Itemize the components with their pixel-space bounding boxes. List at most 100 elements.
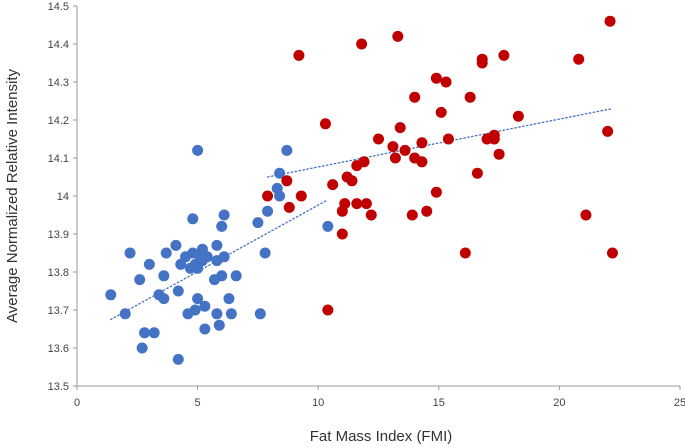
data-point-red	[406, 209, 418, 221]
data-point-red	[602, 125, 614, 137]
data-point-red	[293, 49, 305, 61]
y-axis-title: Average Normalized Relative Intensity	[4, 68, 21, 323]
data-point-blue	[136, 342, 148, 354]
data-point-blue	[254, 308, 266, 320]
data-point-blue	[213, 319, 225, 331]
data-point-blue	[274, 167, 286, 179]
data-point-red	[356, 38, 368, 50]
data-point-blue	[170, 239, 182, 251]
data-point-red	[493, 148, 505, 160]
data-point-blue	[134, 274, 146, 286]
data-point-blue	[192, 293, 204, 305]
data-point-red	[498, 49, 510, 61]
data-point-red	[471, 167, 483, 179]
data-point-blue	[322, 220, 334, 232]
data-point-blue	[223, 293, 235, 305]
data-point-blue	[189, 304, 201, 316]
trendlines	[110, 107, 614, 321]
data-point-red	[387, 141, 399, 153]
data-point-blue	[230, 270, 242, 282]
data-point-red	[399, 144, 411, 156]
data-point-red	[430, 72, 442, 84]
data-point-red	[392, 30, 404, 42]
data-point-red	[373, 133, 384, 145]
data-point-red	[281, 175, 293, 187]
data-point-red	[336, 228, 348, 240]
y-tick-label: 13.9	[48, 229, 69, 241]
data-point-blue	[211, 308, 223, 320]
data-point-blue	[160, 247, 172, 259]
data-point-blue	[216, 270, 228, 282]
data-points	[105, 15, 618, 365]
data-point-blue	[148, 327, 160, 339]
x-tick-label: 10	[312, 397, 324, 409]
data-point-red	[464, 91, 476, 103]
data-point-blue	[218, 209, 230, 221]
data-point-blue	[124, 247, 136, 259]
data-point-red	[327, 179, 339, 191]
data-point-red	[409, 91, 421, 103]
data-point-red	[416, 137, 428, 149]
y-tick-label: 13.7	[48, 305, 69, 317]
data-point-red	[339, 198, 351, 210]
data-point-blue	[262, 205, 274, 217]
data-point-blue	[105, 289, 117, 301]
data-point-blue	[139, 327, 151, 339]
y-tick-label: 14.3	[48, 77, 69, 89]
data-point-blue	[119, 308, 131, 320]
data-point-red	[322, 304, 334, 316]
x-tick-label: 15	[433, 397, 445, 409]
data-point-blue	[199, 300, 211, 312]
y-tick-label: 13.6	[48, 343, 69, 355]
tick-labels: 13.5 13.6 13.7 13.8 13.9 14 14.1 14.2 14.3 14.4 14…	[48, 1, 685, 409]
data-point-red	[262, 190, 274, 202]
data-point-blue	[199, 323, 211, 335]
data-point-red	[365, 209, 377, 221]
y-tick-label: 13.5	[48, 381, 69, 393]
data-point-blue	[172, 353, 184, 365]
data-point-blue	[158, 293, 170, 305]
data-point-red	[394, 122, 406, 134]
data-point-blue	[158, 270, 170, 282]
data-point-red	[295, 190, 307, 202]
data-point-blue	[281, 144, 293, 156]
data-point-blue	[252, 217, 264, 229]
data-point-red	[358, 156, 370, 168]
data-point-red	[430, 186, 442, 198]
data-point-blue	[218, 251, 230, 263]
trendline	[266, 107, 614, 178]
x-axis-title: Fat Mass Index (FMI)	[310, 428, 453, 445]
data-point-blue	[274, 190, 286, 202]
x-tick-label: 5	[195, 397, 201, 409]
data-point-red	[580, 209, 592, 221]
data-point-red	[421, 205, 433, 217]
data-point-red	[360, 198, 372, 210]
data-point-red	[488, 129, 500, 141]
data-point-red	[283, 201, 295, 213]
data-point-red	[435, 106, 447, 118]
data-point-blue	[192, 144, 204, 156]
data-point-red	[476, 57, 488, 69]
y-tick-label: 14.2	[48, 115, 69, 127]
data-point-blue	[172, 285, 184, 297]
data-point-red	[416, 156, 428, 168]
data-point-red	[573, 53, 585, 65]
y-tick-label: 14.5	[48, 1, 69, 13]
y-tick-label: 14.4	[48, 39, 69, 51]
data-point-red	[319, 118, 331, 130]
data-point-red	[606, 247, 618, 259]
data-point-blue	[143, 258, 155, 270]
data-point-red	[440, 76, 452, 88]
data-point-blue	[216, 220, 228, 232]
data-point-red	[346, 175, 358, 187]
data-point-blue	[225, 308, 237, 320]
y-tick-label: 14.1	[48, 153, 69, 165]
data-point-blue	[259, 247, 271, 259]
data-point-red	[512, 110, 524, 122]
x-tick-label: 0	[74, 397, 80, 409]
data-point-red	[389, 152, 401, 164]
x-tick-label: 20	[553, 397, 565, 409]
axes	[73, 5, 681, 390]
